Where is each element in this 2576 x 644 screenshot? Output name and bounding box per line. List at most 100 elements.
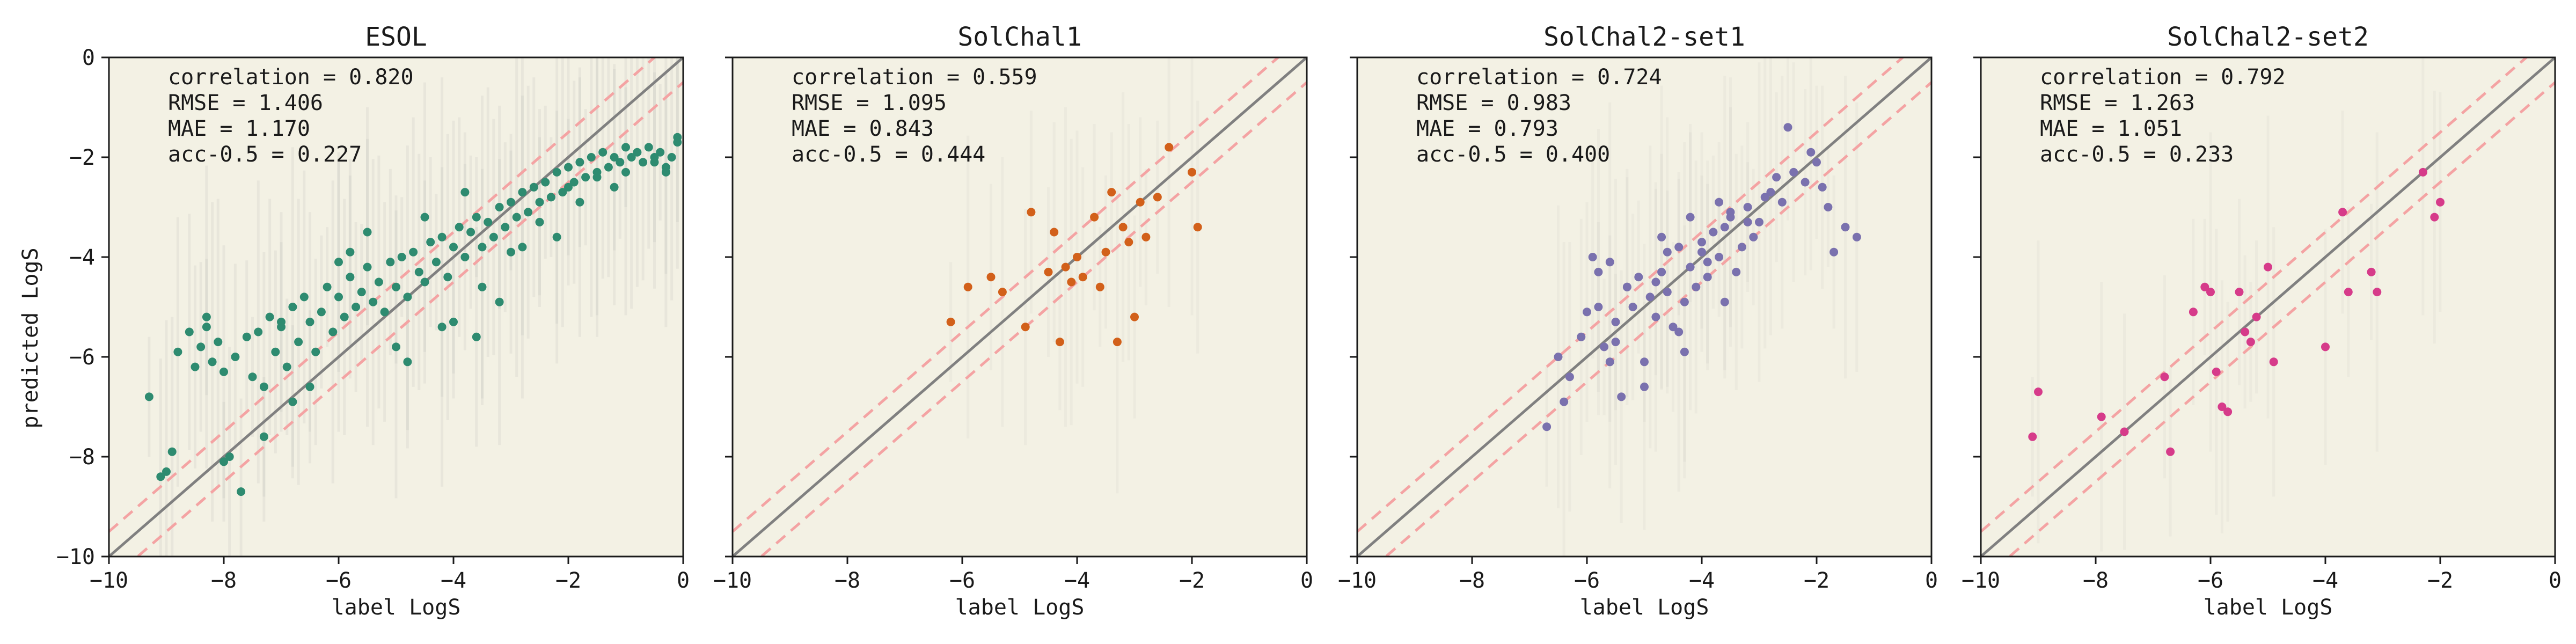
- x-tick-label: −6: [1574, 568, 1600, 593]
- data-point: [202, 323, 211, 332]
- data-point: [1118, 223, 1128, 232]
- data-point: [414, 267, 423, 276]
- data-point: [1611, 317, 1620, 326]
- data-point: [673, 133, 682, 142]
- data-point: [1095, 282, 1104, 291]
- data-point: [369, 297, 378, 306]
- panel-title: SolChal1: [957, 22, 1081, 52]
- data-point: [1188, 167, 1196, 177]
- data-point: [1130, 312, 1139, 321]
- stat-line: correlation = 0.559: [792, 65, 1037, 90]
- data-point: [219, 367, 228, 376]
- y-tick-label: −6: [69, 345, 95, 370]
- x-axis-label: label LogS: [1580, 595, 1709, 620]
- data-point: [1841, 223, 1850, 232]
- data-point: [317, 308, 326, 317]
- data-point: [1686, 213, 1695, 222]
- data-point: [466, 228, 475, 237]
- data-point: [2246, 338, 2255, 347]
- data-point: [185, 327, 194, 336]
- data-point: [173, 347, 182, 356]
- data-point: [1715, 253, 1724, 261]
- panel-title: SolChal2-set1: [1543, 22, 1745, 52]
- data-point: [1812, 158, 1821, 167]
- data-point: [357, 288, 366, 297]
- shared-ylabel: predicted LogS: [18, 247, 43, 428]
- data-point: [2028, 432, 2037, 441]
- data-point: [2264, 262, 2272, 272]
- y-tick-label: −8: [69, 445, 95, 470]
- data-point: [2430, 213, 2439, 222]
- data-point: [1588, 253, 1597, 261]
- data-point: [225, 452, 234, 461]
- x-tick-label: 0: [1925, 568, 1938, 593]
- data-point: [541, 178, 550, 187]
- identity-line: [1981, 57, 2555, 557]
- data-point: [1709, 228, 1718, 237]
- data-point: [1777, 197, 1787, 207]
- data-point: [299, 292, 309, 302]
- data-point: [1651, 277, 1660, 287]
- data-point: [1107, 188, 1116, 197]
- data-point: [1594, 303, 1603, 311]
- data-point: [1737, 243, 1746, 252]
- data-point: [340, 312, 349, 321]
- data-point: [1560, 397, 1569, 406]
- data-point: [1634, 273, 1643, 282]
- data-point: [214, 338, 223, 347]
- data-point: [495, 203, 504, 211]
- data-point: [2252, 312, 2261, 321]
- data-point: [1732, 267, 1741, 276]
- panel-title: SolChal2-set2: [2167, 22, 2369, 52]
- data-point: [1726, 213, 1735, 222]
- data-point: [2034, 387, 2043, 397]
- x-tick-label: −6: [326, 568, 352, 593]
- data-point: [363, 228, 372, 237]
- y-tick-label: −4: [69, 245, 95, 270]
- data-point: [2418, 167, 2427, 177]
- data-point: [2097, 412, 2106, 421]
- data-point: [248, 372, 257, 382]
- data-point: [455, 223, 464, 232]
- data-point: [1554, 353, 1563, 361]
- data-point: [656, 148, 665, 157]
- data-point: [420, 277, 429, 287]
- data-point: [1829, 247, 1839, 257]
- x-tick-label: −6: [2198, 568, 2223, 593]
- data-point: [334, 292, 343, 302]
- data-point: [495, 297, 504, 306]
- data-point: [1657, 232, 1666, 241]
- data-point: [1027, 208, 1036, 217]
- data-point: [1680, 347, 1689, 356]
- stat-line: acc-0.5 = 0.227: [168, 142, 362, 167]
- x-tick-label: −2: [2427, 568, 2453, 593]
- data-point: [282, 362, 291, 371]
- data-point: [305, 317, 314, 326]
- data-point: [1715, 197, 1724, 207]
- data-point: [501, 223, 510, 232]
- x-tick-label: 0: [2549, 568, 2562, 593]
- data-point: [484, 217, 493, 226]
- x-tick-label: −10: [90, 568, 128, 593]
- data-point: [587, 153, 596, 162]
- data-point: [162, 467, 171, 476]
- data-point: [610, 153, 619, 162]
- data-point: [1542, 422, 1552, 431]
- data-point: [575, 158, 584, 167]
- data-point: [2269, 357, 2278, 367]
- data-point: [380, 308, 389, 317]
- data-point: [1818, 182, 1827, 192]
- data-point: [1021, 323, 1030, 332]
- data-point: [1852, 232, 1861, 241]
- data-point: [2436, 197, 2445, 207]
- data-point: [259, 382, 268, 391]
- data-point: [259, 432, 268, 441]
- data-point: [144, 392, 153, 401]
- data-point: [346, 247, 355, 257]
- data-point: [409, 247, 418, 257]
- axes-frame: [1356, 56, 1933, 558]
- data-point: [1583, 308, 1591, 317]
- x-tick-label: −10: [1962, 568, 2000, 593]
- data-point: [403, 357, 412, 367]
- data-point: [1124, 238, 1133, 247]
